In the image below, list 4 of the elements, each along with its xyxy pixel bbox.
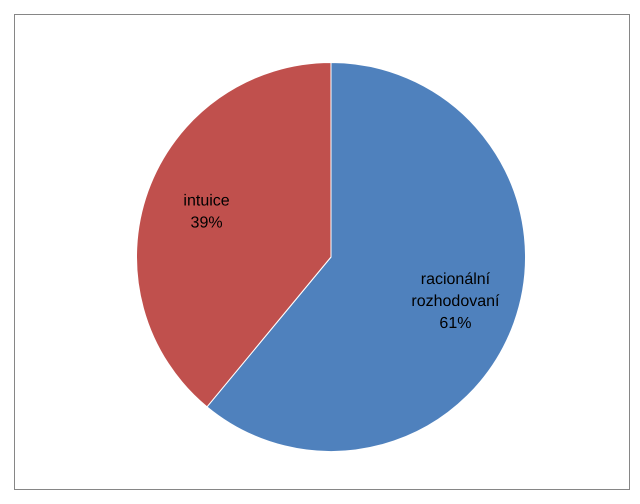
data-label: 39%: [190, 214, 223, 232]
slice-label: racionální rozhodovaní: [411, 271, 500, 310]
slice-label: intuice: [183, 192, 230, 210]
data-label: 61%: [439, 315, 472, 332]
